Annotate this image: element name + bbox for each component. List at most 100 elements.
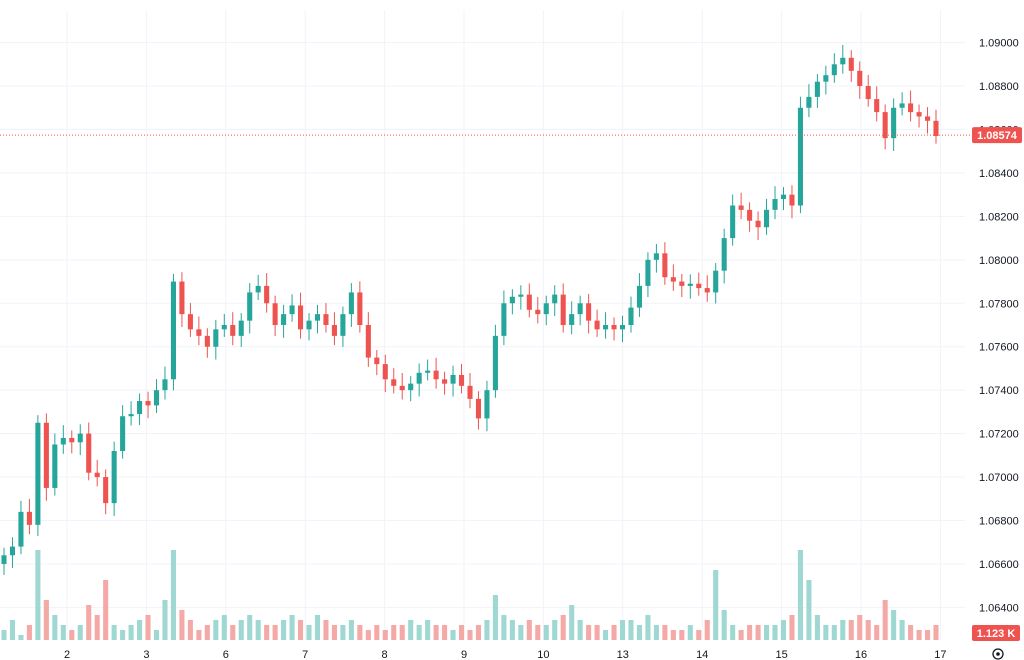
candle-body[interactable]: [569, 314, 575, 325]
candle-body[interactable]: [196, 329, 202, 336]
candle-body[interactable]: [535, 309, 541, 315]
candle-body[interactable]: [755, 220, 761, 228]
candle-body[interactable]: [365, 325, 371, 358]
candle-body[interactable]: [450, 374, 456, 384]
candle-body[interactable]: [416, 372, 422, 384]
candle-body[interactable]: [501, 303, 507, 336]
candle-body[interactable]: [924, 116, 931, 121]
candle-body[interactable]: [162, 379, 168, 391]
candle-body[interactable]: [789, 194, 795, 206]
candle-body[interactable]: [916, 112, 922, 117]
candle-body[interactable]: [153, 390, 160, 406]
candle-body[interactable]: [908, 103, 914, 113]
candle-body[interactable]: [518, 294, 524, 297]
candle-body[interactable]: [577, 303, 583, 315]
candle-body[interactable]: [298, 305, 304, 330]
candle-body[interactable]: [77, 433, 83, 443]
candle-body[interactable]: [340, 314, 346, 336]
candle-body[interactable]: [865, 86, 871, 100]
candle-body[interactable]: [170, 281, 176, 380]
candle-body[interactable]: [891, 107, 897, 139]
price-axis[interactable]: 1.090001.088001.086001.084001.082001.080…: [979, 38, 1019, 615]
candle-body[interactable]: [526, 294, 532, 310]
candle-body[interactable]: [221, 325, 227, 330]
candle-body[interactable]: [645, 259, 651, 286]
candle-body[interactable]: [442, 379, 448, 384]
candle-body[interactable]: [628, 307, 634, 325]
candle-body[interactable]: [662, 253, 668, 278]
candle-body[interactable]: [611, 325, 617, 330]
candle-body[interactable]: [103, 477, 109, 504]
candle-body[interactable]: [560, 294, 566, 325]
candle-body[interactable]: [128, 414, 134, 417]
candle-body[interactable]: [840, 57, 846, 65]
candle-body[interactable]: [636, 285, 642, 308]
candle-body[interactable]: [120, 416, 126, 451]
candle-body[interactable]: [552, 294, 558, 304]
candle-body[interactable]: [543, 303, 549, 315]
candle-body[interactable]: [475, 398, 482, 419]
candle-body[interactable]: [1, 555, 7, 564]
candle-body[interactable]: [399, 385, 405, 391]
candle-body[interactable]: [704, 288, 710, 293]
candle-body[interactable]: [696, 283, 702, 289]
candle-body[interactable]: [603, 325, 609, 330]
time-axis[interactable]: 2 3 6 7 8 9 10 13 14 15 16 17: [64, 649, 947, 660]
candles[interactable]: [1, 44, 939, 576]
candle-body[interactable]: [204, 335, 210, 347]
candle-body[interactable]: [721, 238, 727, 271]
candle-body[interactable]: [687, 283, 693, 286]
candle-body[interactable]: [509, 296, 515, 304]
candle-body[interactable]: [9, 546, 16, 556]
candle-body[interactable]: [247, 292, 253, 321]
candle-body[interactable]: [780, 194, 787, 199]
candle-body[interactable]: [874, 99, 880, 113]
candle-body[interactable]: [348, 292, 354, 315]
candle-body[interactable]: [823, 75, 829, 82]
candle-body[interactable]: [586, 303, 592, 321]
candle-body[interactable]: [314, 314, 321, 321]
candle-body[interactable]: [187, 314, 193, 330]
candle-body[interactable]: [670, 277, 676, 282]
candle-body[interactable]: [18, 511, 24, 547]
candle-body[interactable]: [281, 314, 287, 325]
candle-body[interactable]: [264, 285, 270, 304]
candle-body[interactable]: [899, 103, 905, 108]
candle-body[interactable]: [679, 281, 685, 286]
candle-body[interactable]: [433, 370, 439, 380]
candle-body[interactable]: [69, 437, 75, 443]
candle-body[interactable]: [331, 325, 337, 336]
candle-body[interactable]: [764, 209, 770, 228]
candle-body[interactable]: [882, 112, 888, 139]
candle-body[interactable]: [52, 444, 58, 488]
candle-body[interactable]: [145, 401, 151, 406]
candle-body[interactable]: [814, 81, 820, 97]
candle-body[interactable]: [255, 285, 261, 293]
candle-body[interactable]: [730, 205, 736, 239]
candle-body[interactable]: [213, 329, 219, 347]
candle-body[interactable]: [408, 383, 414, 391]
candle-body[interactable]: [323, 314, 329, 325]
candle-body[interactable]: [238, 320, 244, 336]
candle-body[interactable]: [797, 107, 803, 206]
candle-body[interactable]: [357, 292, 363, 325]
candle-body[interactable]: [26, 511, 32, 525]
candle-body[interactable]: [35, 422, 41, 525]
candle-body[interactable]: [86, 433, 92, 473]
candle-body[interactable]: [492, 335, 498, 391]
candle-body[interactable]: [747, 209, 753, 221]
candle-body[interactable]: [272, 303, 278, 325]
candle-body[interactable]: [806, 96, 812, 108]
candle-body[interactable]: [306, 320, 312, 330]
candle-body[interactable]: [382, 364, 388, 380]
settings-icon[interactable]: [992, 648, 1004, 660]
candle-body[interactable]: [458, 374, 465, 386]
candle-body[interactable]: [60, 437, 66, 445]
candle-body[interactable]: [484, 390, 490, 419]
candle-body[interactable]: [179, 281, 185, 315]
candle-body[interactable]: [772, 199, 778, 210]
candle-body[interactable]: [94, 472, 100, 478]
candle-body[interactable]: [391, 379, 397, 386]
candle-body[interactable]: [933, 120, 939, 136]
